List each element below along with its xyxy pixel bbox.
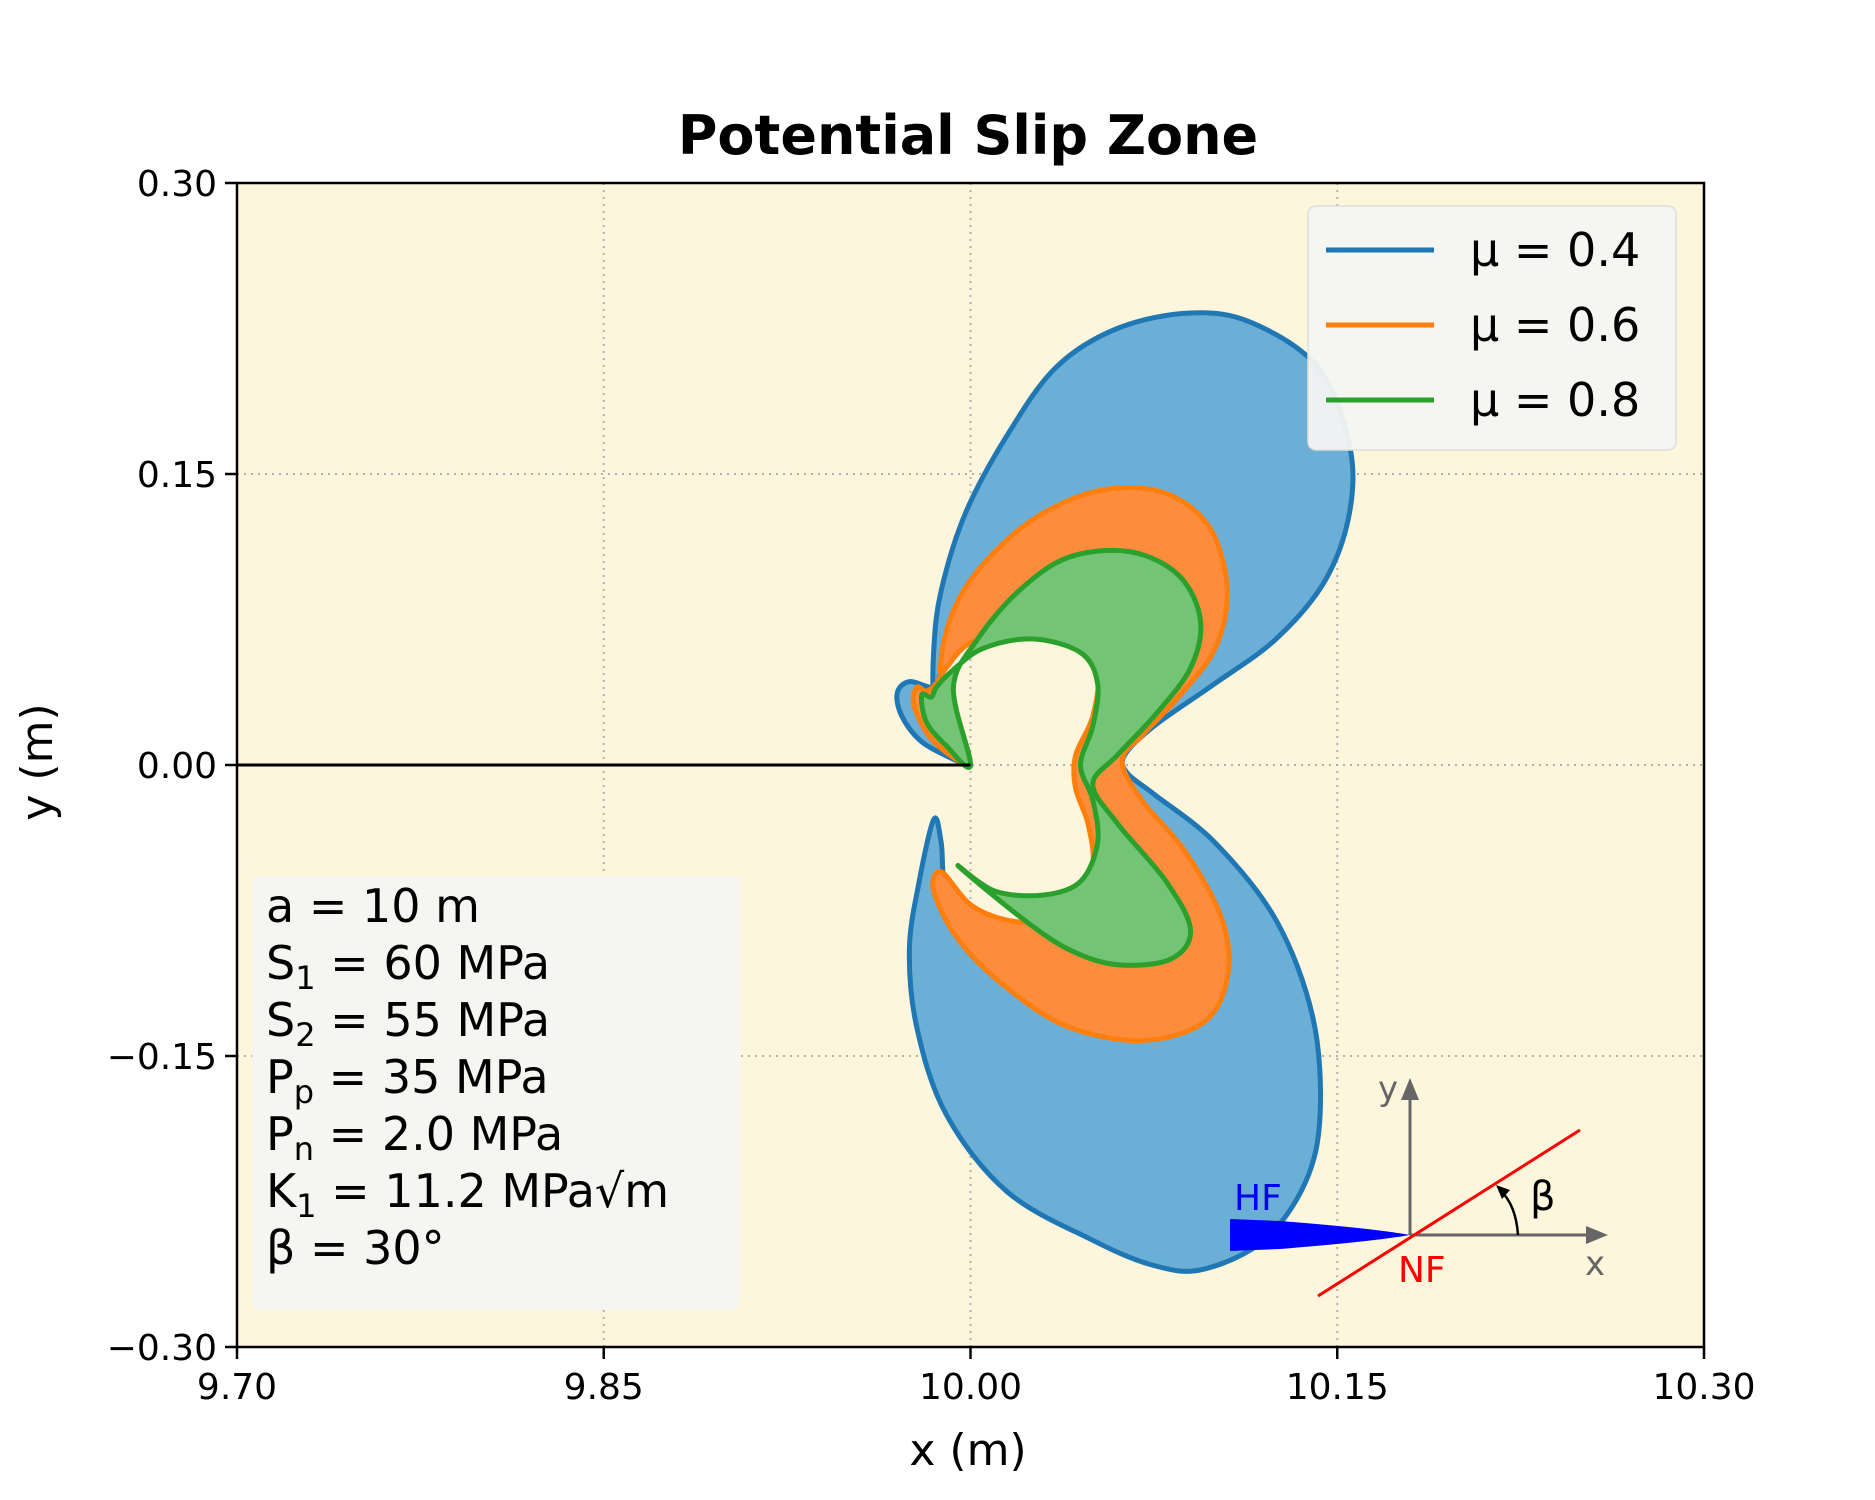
inset-x-arrowhead	[1586, 1226, 1608, 1244]
x-tick-label-2: 10.00	[919, 1367, 1022, 1408]
parameter-line-0: a = 10 m	[266, 879, 480, 933]
y-tick-label-4: −0.30	[107, 1328, 217, 1369]
y-tick-label-1: 0.15	[137, 455, 217, 496]
beta-arc-arrowhead	[1496, 1185, 1510, 1199]
x-tick-label-0: 9.70	[197, 1367, 277, 1408]
inset-hf-label: HF	[1234, 1178, 1282, 1219]
legend: μ = 0.4 μ = 0.6 μ = 0.8	[1307, 205, 1677, 451]
parameters-background	[252, 876, 740, 1310]
inset-beta-label: β	[1530, 1174, 1556, 1220]
parameter-line-5: K1 = 11.2 MPa√m	[266, 1164, 669, 1225]
inset-y-label: y	[1378, 1069, 1398, 1109]
x-tick-label-4: 10.30	[1652, 1367, 1755, 1408]
parameter-line-2: S2 = 55 MPa	[266, 993, 550, 1054]
chart-title: Potential Slip Zone	[678, 104, 1258, 167]
parameter-line-6: β = 30°	[266, 1221, 445, 1275]
series-layer	[894, 310, 1356, 1274]
parameter-line-3: Pp = 35 MPa	[266, 1050, 549, 1111]
y-tick-label-2: 0.00	[137, 746, 217, 787]
y-tick-label-0: 0.30	[137, 164, 217, 205]
legend-box	[1307, 205, 1677, 451]
legend-label-0: μ = 0.4	[1470, 223, 1640, 277]
x-axis-label: x (m)	[909, 1425, 1026, 1476]
inset-y-arrowhead	[1401, 1078, 1419, 1100]
series-region-2	[918, 547, 1204, 968]
y-axis-label: y (m)	[12, 703, 63, 820]
inset-diagram: HF NF y x β	[1230, 1069, 1608, 1298]
x-tick-label-3: 10.15	[1286, 1367, 1389, 1408]
y-tick-label-3: −0.15	[107, 1037, 217, 1078]
hf-wedge	[1230, 1219, 1410, 1251]
nf-line	[1317, 1128, 1581, 1298]
inset-nf-label: NF	[1398, 1250, 1446, 1291]
parameter-line-4: Pn = 2.0 MPa	[266, 1107, 563, 1168]
parameter-line-1: S1 = 60 MPa	[266, 936, 550, 997]
inset-x-label: x	[1585, 1244, 1605, 1284]
x-tick-label-1: 9.85	[564, 1367, 644, 1408]
legend-label-1: μ = 0.6	[1470, 298, 1640, 352]
axis-ticks: 9.70 9.85 10.00 10.15 10.30 0.30 0.15 0.00 −0.15…	[107, 164, 1756, 1408]
legend-label-2: μ = 0.8	[1470, 373, 1640, 427]
